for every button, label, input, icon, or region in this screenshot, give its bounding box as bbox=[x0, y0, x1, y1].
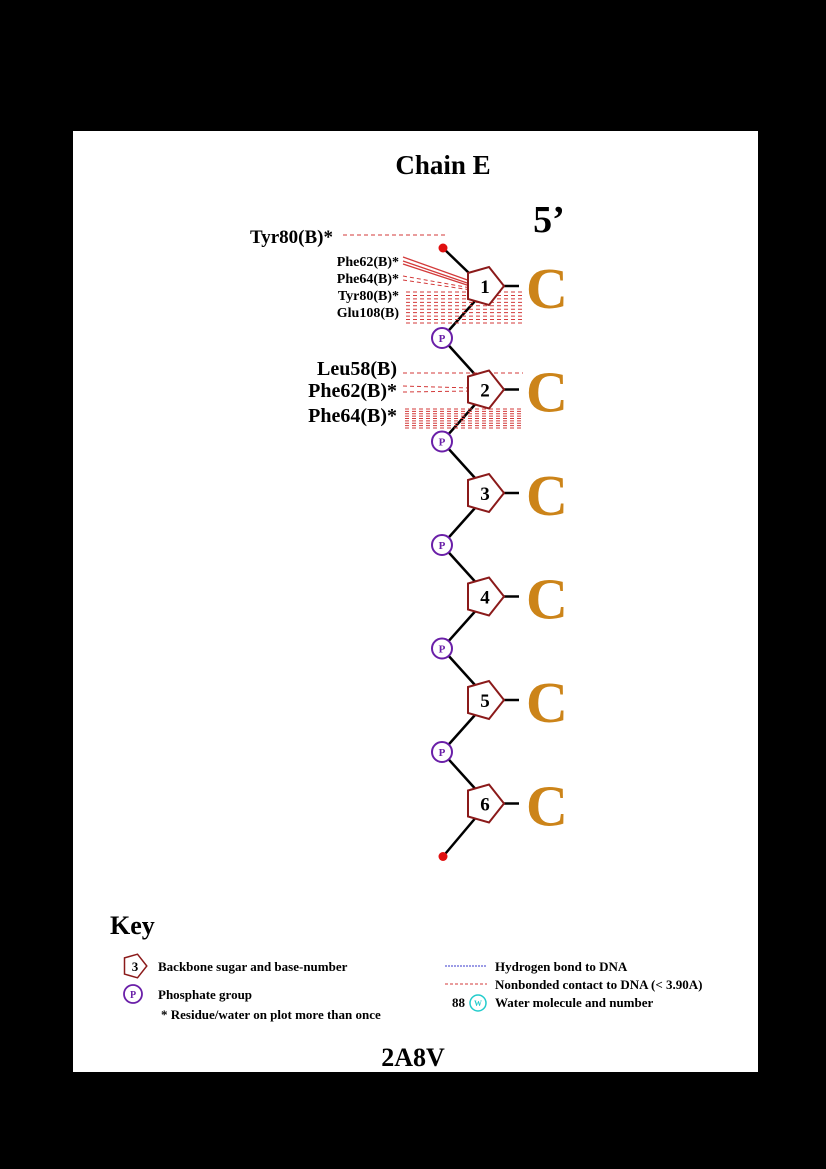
contact-residue-label: Tyr80(B)* bbox=[250, 227, 333, 248]
base-letter: C bbox=[526, 463, 568, 528]
nonbonded-contact-line bbox=[402, 279, 472, 291]
nonbonded-contact-line bbox=[402, 256, 474, 283]
base-number: 6 bbox=[480, 795, 490, 816]
key-sugar-number: 3 bbox=[132, 959, 139, 974]
nonbonded-contact-line bbox=[402, 385, 472, 389]
phosphate-letter: P bbox=[439, 540, 446, 552]
phosphate-group: P bbox=[431, 534, 453, 556]
key-phosphate-letter: P bbox=[130, 990, 136, 1001]
key-nonbonded-label: Nonbonded contact to DNA (< 3.90A) bbox=[495, 977, 702, 992]
base-letter: C bbox=[526, 670, 568, 735]
phosphate-letter: P bbox=[439, 437, 446, 449]
key: Key 3 Backbone sugar and base-number P P… bbox=[110, 911, 702, 1022]
contact-residue-label: Phe62(B)* bbox=[337, 255, 399, 270]
base-number: 5 bbox=[480, 691, 490, 712]
base-number: 2 bbox=[480, 381, 490, 402]
five-prime-label: 5’ bbox=[533, 199, 565, 241]
phosphate-group: P bbox=[431, 637, 453, 660]
key-water-letter: W bbox=[474, 999, 482, 1008]
phosphate-group: P bbox=[431, 741, 453, 763]
contact-residue-label: Phe64(B)* bbox=[308, 405, 397, 427]
sugar-pentagon bbox=[467, 679, 506, 721]
key-sugar-label: Backbone sugar and base-number bbox=[158, 959, 348, 974]
contact-residue-label: Phe62(B)* bbox=[308, 380, 397, 402]
base-letter: C bbox=[526, 567, 568, 632]
nucleotides: 1 C2 C3 C4 C5 C6 C bbox=[467, 256, 568, 839]
contact-residue-label: Glu108(B) bbox=[337, 306, 400, 321]
phosphate-letter: P bbox=[439, 644, 446, 656]
key-phosphate-symbol: P bbox=[123, 984, 143, 1004]
five-prime-terminus bbox=[438, 243, 448, 253]
key-water-label: Water molecule and number bbox=[495, 995, 654, 1010]
phosphates: P P P P P bbox=[431, 327, 453, 763]
nonbonded-contact-line bbox=[402, 390, 472, 393]
contact-residue-label: Tyr80(B)* bbox=[338, 289, 399, 304]
key-title: Key bbox=[110, 911, 155, 940]
nonbonded-contact-line bbox=[402, 275, 472, 289]
three-prime-terminus bbox=[438, 852, 448, 861]
base-number: 4 bbox=[480, 588, 490, 609]
base-letter: C bbox=[526, 256, 568, 321]
nonbonded-contact-line bbox=[402, 260, 474, 286]
contact-residue-label: Leu58(B) bbox=[317, 358, 397, 380]
phosphate-letter: P bbox=[439, 333, 446, 345]
base-number: 3 bbox=[480, 484, 490, 505]
chain-title: Chain E bbox=[395, 150, 490, 180]
sugar-pentagon bbox=[467, 576, 506, 617]
key-phosphate-label: Phosphate group bbox=[158, 987, 252, 1002]
phosphate-letter: P bbox=[439, 747, 446, 759]
phosphate-group: P bbox=[431, 327, 453, 349]
base-number: 1 bbox=[480, 277, 490, 298]
key-water-number: 88 bbox=[452, 995, 466, 1010]
nonbonded-contact-line bbox=[402, 263, 474, 288]
base-letter: C bbox=[526, 774, 568, 839]
contact-labels: Tyr80(B)* Phe62(B)* Phe64(B)* Tyr80(B)* Glu1… bbox=[250, 227, 399, 427]
contact-residue-label: Phe64(B)* bbox=[337, 272, 399, 287]
sugar-pentagon bbox=[467, 472, 506, 514]
sugar-pentagon bbox=[467, 783, 506, 824]
pdb-code: 2A8V bbox=[381, 1043, 445, 1072]
key-sugar-symbol: 3 bbox=[123, 953, 148, 979]
contact-lines bbox=[343, 234, 523, 429]
phosphate-group: P bbox=[431, 430, 453, 453]
water-icon: W bbox=[469, 994, 487, 1012]
key-multiple-note: * Residue/water on plot more than once bbox=[161, 1007, 381, 1022]
key-hbond-label: Hydrogen bond to DNA bbox=[495, 959, 628, 974]
sugar-pentagon bbox=[467, 265, 506, 307]
sugar-pentagon bbox=[467, 369, 506, 410]
base-letter: C bbox=[526, 360, 568, 425]
